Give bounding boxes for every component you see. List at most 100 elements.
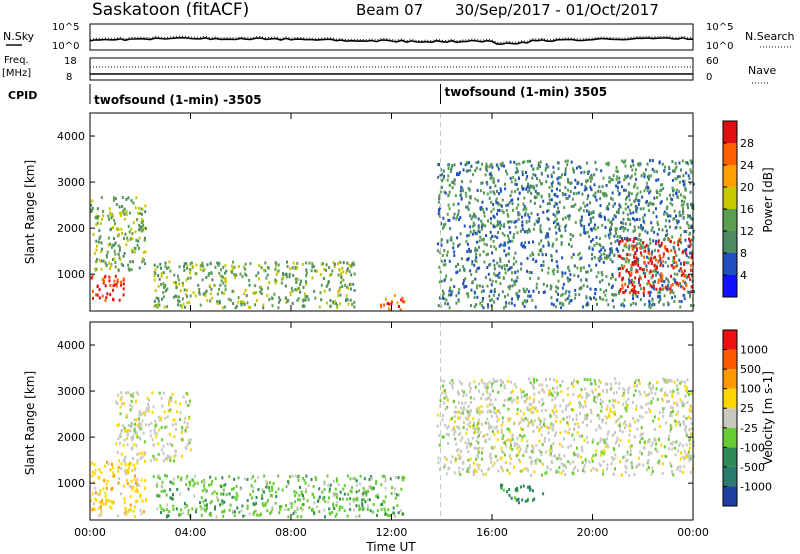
scatter-cell bbox=[98, 468, 101, 471]
scatter-cell bbox=[233, 265, 236, 269]
scatter-cell bbox=[510, 396, 513, 400]
scatter-cell bbox=[451, 180, 454, 184]
scatter-cell bbox=[304, 488, 307, 492]
scatter-cell bbox=[480, 219, 483, 223]
scatter-cell bbox=[451, 164, 454, 168]
scatter-cell bbox=[531, 460, 534, 464]
scatter-cell bbox=[506, 379, 509, 383]
scatter-cell bbox=[592, 391, 595, 395]
scatter-cell bbox=[257, 271, 260, 275]
scatter-cell bbox=[514, 190, 516, 193]
scatter-cell bbox=[442, 177, 445, 181]
scatter-cell bbox=[689, 404, 692, 408]
scatter-cell bbox=[448, 207, 451, 211]
scatter-cell bbox=[179, 418, 181, 422]
scatter-cell bbox=[162, 291, 165, 295]
scatter-cell bbox=[277, 263, 280, 267]
scatter-cell bbox=[647, 261, 650, 265]
scatter-cell bbox=[467, 413, 470, 416]
colorbar-tick-label: -100 bbox=[740, 441, 765, 454]
scatter-cell bbox=[287, 507, 290, 511]
scatter-cell bbox=[677, 391, 680, 395]
scatter-cell bbox=[296, 298, 299, 302]
scatter-cell bbox=[658, 193, 661, 197]
scatter-cell bbox=[679, 193, 682, 197]
scatter-cell bbox=[608, 176, 611, 180]
scatter-cell bbox=[573, 264, 576, 268]
scatter-cell bbox=[569, 182, 572, 185]
scatter-cell bbox=[113, 257, 116, 261]
scatter-cell bbox=[490, 163, 493, 167]
scatter-cell bbox=[516, 269, 519, 273]
scatter-cell bbox=[562, 398, 565, 402]
scatter-cell bbox=[667, 437, 670, 441]
scatter-cell bbox=[254, 303, 256, 307]
scatter-cell bbox=[666, 214, 669, 218]
scatter-cell bbox=[473, 223, 476, 227]
scatter-cell bbox=[492, 190, 495, 194]
scatter-cell bbox=[635, 408, 638, 411]
scatter-cell bbox=[546, 216, 549, 220]
scatter-cell bbox=[206, 489, 208, 493]
scatter-cell bbox=[528, 188, 531, 192]
scatter-cell bbox=[104, 284, 107, 288]
scatter-cell bbox=[469, 225, 472, 229]
scatter-cell bbox=[239, 272, 242, 276]
scatter-cell bbox=[656, 191, 658, 195]
scatter-cell bbox=[633, 473, 636, 476]
scatter-cell bbox=[627, 271, 630, 274]
scatter-cell bbox=[593, 379, 596, 383]
scatter-cell bbox=[140, 212, 143, 216]
scatter-cell bbox=[166, 454, 169, 458]
scatter-cell bbox=[656, 266, 658, 270]
scatter-cell bbox=[186, 474, 189, 478]
scatter-cell bbox=[438, 280, 441, 284]
scatter-cell bbox=[585, 270, 588, 274]
scatter-cell bbox=[673, 209, 676, 213]
colorbar-tick-label: 1000 bbox=[740, 344, 768, 357]
scatter-cell bbox=[677, 196, 680, 199]
scatter-cell bbox=[188, 480, 191, 484]
scatter-cell bbox=[661, 454, 664, 458]
scatter-cell bbox=[590, 227, 593, 231]
scatter-cell bbox=[540, 453, 543, 457]
scatter-cell bbox=[132, 434, 135, 438]
scatter-cell bbox=[301, 262, 304, 266]
scatter-cell bbox=[537, 161, 540, 165]
scatter-cell bbox=[520, 390, 523, 394]
scatter-cell bbox=[684, 196, 687, 200]
scatter-cell bbox=[166, 442, 169, 446]
scatter-cell bbox=[619, 240, 622, 243]
scatter-cell bbox=[445, 432, 448, 436]
scatter-cell bbox=[350, 264, 353, 268]
scatter-cell bbox=[551, 184, 554, 188]
scatter-cell bbox=[308, 506, 311, 510]
scatter-cell bbox=[633, 435, 636, 439]
scatter-cell bbox=[604, 256, 606, 260]
scatter-cell bbox=[144, 450, 147, 454]
scatter-cell bbox=[689, 433, 692, 437]
scatter-cell bbox=[670, 249, 673, 252]
scatter-cell bbox=[209, 513, 212, 517]
scatter-cell bbox=[454, 405, 457, 409]
scatter-cell bbox=[315, 505, 318, 509]
scatter-cell bbox=[102, 487, 105, 491]
scatter-cell bbox=[501, 467, 504, 471]
scatter-cell bbox=[590, 297, 592, 301]
scatter-cell bbox=[438, 194, 441, 198]
scatter-cell bbox=[271, 505, 274, 509]
scatter-cell bbox=[166, 287, 169, 291]
scatter-cell bbox=[115, 203, 118, 206]
scatter-cell bbox=[393, 487, 396, 491]
scatter-cell bbox=[674, 278, 677, 282]
scatter-cell bbox=[388, 302, 391, 306]
scatter-cell bbox=[188, 417, 191, 421]
scatter-cell bbox=[489, 290, 492, 294]
scatter-cell bbox=[562, 217, 564, 221]
scatter-cell bbox=[501, 161, 504, 165]
scatter-cell bbox=[140, 412, 143, 416]
scatter-cell bbox=[184, 305, 186, 309]
scatter-cell bbox=[663, 212, 665, 216]
scatter-cell bbox=[491, 298, 493, 302]
scatter-cell bbox=[672, 473, 675, 477]
